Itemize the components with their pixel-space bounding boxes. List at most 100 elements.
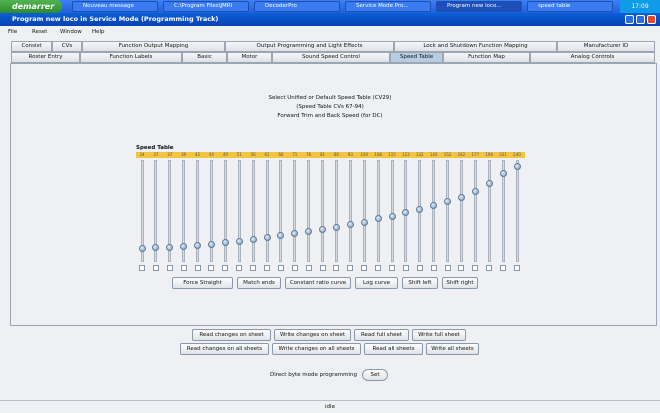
slider-thumb[interactable]: [471, 187, 479, 195]
tab[interactable]: Basic: [182, 52, 227, 63]
checkbox[interactable]: [347, 265, 354, 271]
checkbox[interactable]: [305, 265, 312, 271]
tab[interactable]: Speed Table: [390, 52, 443, 63]
minimize[interactable]: [625, 15, 634, 24]
slider-thumb[interactable]: [360, 218, 368, 226]
slider-thumb[interactable]: [457, 193, 465, 201]
slider-track: [196, 160, 200, 262]
start-button[interactable]: demarrer: [0, 0, 62, 13]
tab[interactable]: Roster Entry: [11, 52, 80, 63]
checkbox[interactable]: [458, 265, 465, 271]
slider-thumb[interactable]: [374, 215, 382, 223]
slider-thumb[interactable]: [416, 205, 424, 213]
checkbox[interactable]: [319, 265, 326, 271]
slider-thumb[interactable]: [166, 243, 174, 251]
task-button[interactable]: Nouveau message: [72, 1, 158, 12]
slider-thumb[interactable]: [263, 234, 271, 242]
tab[interactable]: Lock and Shutdown Function Mapping: [394, 41, 557, 52]
action-button[interactable]: Read changes on sheet: [192, 329, 271, 341]
checkbox[interactable]: [333, 265, 340, 271]
action-button[interactable]: Read all sheets: [364, 343, 423, 355]
slider-thumb[interactable]: [305, 228, 313, 236]
checkbox[interactable]: [139, 265, 145, 271]
slider-thumb[interactable]: [235, 238, 243, 246]
tab[interactable]: Consist: [11, 41, 52, 52]
slider-thumb[interactable]: [513, 162, 521, 170]
checkbox[interactable]: [402, 265, 409, 271]
menu-item[interactable]: Help: [92, 29, 105, 35]
checkbox[interactable]: [250, 265, 257, 271]
checkbox[interactable]: [472, 265, 479, 271]
slider-thumb[interactable]: [444, 197, 452, 205]
curve-button[interactable]: Constant ratio curve: [285, 277, 351, 289]
checkbox[interactable]: [389, 265, 395, 271]
checkbox[interactable]: [361, 265, 368, 271]
tab[interactable]: Function Output Mapping: [82, 41, 225, 52]
checkbox[interactable]: [208, 265, 215, 271]
checkbox[interactable]: [180, 265, 187, 271]
task-button[interactable]: speed table: [527, 1, 613, 12]
tab[interactable]: Manufacturer ID: [557, 41, 655, 52]
task-button[interactable]: Service Mode Pro...: [345, 1, 431, 12]
slider-thumb[interactable]: [485, 180, 493, 188]
curve-button[interactable]: Log curve: [355, 277, 398, 289]
checkbox[interactable]: [194, 265, 201, 271]
checkbox[interactable]: [375, 265, 382, 271]
action-button[interactable]: Read changes on all sheets: [180, 343, 269, 355]
menu-item[interactable]: File: [8, 29, 18, 35]
mode-button[interactable]: Set: [362, 369, 388, 381]
slider-thumb[interactable]: [249, 236, 257, 244]
slider-thumb[interactable]: [346, 221, 354, 229]
slider-thumb[interactable]: [221, 238, 229, 246]
tab[interactable]: Function Map: [443, 52, 530, 63]
action-button[interactable]: Write full sheet: [412, 329, 466, 341]
tab[interactable]: Motor: [227, 52, 272, 63]
checkbox[interactable]: [236, 265, 243, 271]
checkbox[interactable]: [514, 265, 520, 271]
checkbox[interactable]: [291, 265, 298, 271]
slider-thumb[interactable]: [388, 212, 396, 220]
slider-thumb[interactable]: [332, 224, 340, 232]
tab[interactable]: Output Programming and Light Effects: [225, 41, 394, 52]
menu-item[interactable]: Window: [60, 29, 82, 35]
checkbox[interactable]: [277, 265, 284, 271]
slider-thumb[interactable]: [499, 170, 507, 178]
action-button[interactable]: Read full sheet: [354, 329, 409, 341]
slider-thumb[interactable]: [207, 240, 215, 248]
curve-button[interactable]: Shift left: [402, 277, 438, 289]
curve-button[interactable]: Force Straight: [172, 277, 233, 289]
curve-button[interactable]: Match ends: [237, 277, 281, 289]
tab[interactable]: Analog Controls: [530, 52, 655, 63]
checkbox[interactable]: [486, 265, 493, 271]
slider-thumb[interactable]: [277, 232, 285, 240]
checkbox[interactable]: [444, 265, 451, 271]
slider-thumb[interactable]: [180, 242, 188, 250]
slider-thumb[interactable]: [430, 201, 438, 209]
maximize[interactable]: [636, 15, 645, 24]
slider-thumb[interactable]: [194, 241, 202, 249]
close[interactable]: [647, 15, 656, 24]
checkbox[interactable]: [152, 265, 159, 271]
slider-thumb[interactable]: [402, 209, 410, 217]
curve-button[interactable]: Shift right: [442, 277, 478, 289]
tab[interactable]: Sound Speed Control: [272, 52, 390, 63]
tab[interactable]: Function Labels: [80, 52, 182, 63]
slider-thumb[interactable]: [138, 244, 146, 252]
slider-thumb[interactable]: [319, 226, 327, 234]
checkbox[interactable]: [430, 265, 437, 271]
checkbox[interactable]: [500, 265, 507, 271]
action-button[interactable]: Write changes on sheet: [274, 329, 351, 341]
slider-thumb[interactable]: [291, 230, 299, 238]
action-button[interactable]: Write changes on all sheets: [272, 343, 361, 355]
action-button[interactable]: Write all sheets: [426, 343, 479, 355]
task-button[interactable]: DecoderPro: [254, 1, 340, 12]
tab[interactable]: CVs: [52, 41, 82, 52]
slider-thumb[interactable]: [152, 243, 160, 251]
checkbox[interactable]: [416, 265, 423, 271]
checkbox[interactable]: [166, 265, 173, 271]
menu-item[interactable]: Reset: [32, 29, 48, 35]
checkbox[interactable]: [222, 265, 229, 271]
task-button[interactable]: C:\Program Files\JMRI: [163, 1, 249, 12]
task-button[interactable]: Program new loco...: [436, 1, 522, 12]
checkbox[interactable]: [264, 265, 270, 271]
